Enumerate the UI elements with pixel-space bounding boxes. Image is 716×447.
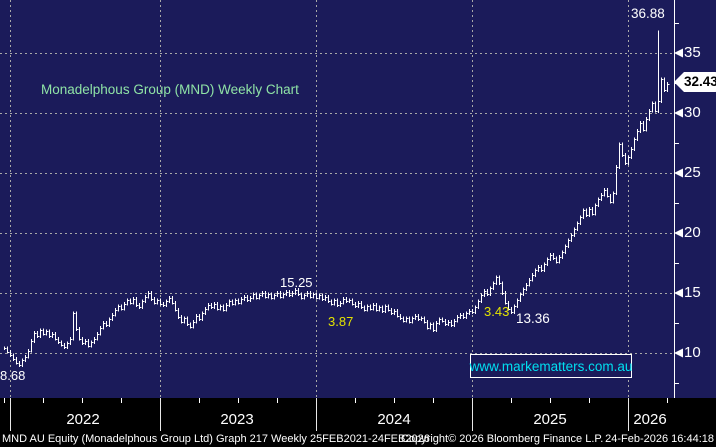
y-tick-arrow-icon [674,288,683,298]
last-price-tag: 32.43 [674,72,716,92]
fib-value-left-label: 3.87 [328,314,354,329]
y-tick-arrow-icon [674,228,683,238]
last-price-value: 32.43 [684,72,716,92]
footer-security-info: MND AU Equity (Monadelphous Group Ltd) G… [2,433,430,445]
year-label: 2023 [220,411,254,428]
x-quarter-tick [667,398,668,403]
year-label: 2026 [633,411,667,428]
footer-copyright: Copyright© 2026 Bloomberg Finance L.P. [401,433,604,445]
price-plot-area[interactable] [0,0,716,398]
y-axis-tick-label: 10 [684,344,701,361]
y-axis-tick-label: 20 [684,224,701,241]
period-high-label: 36.88 [631,6,665,21]
dip-2025-label: 13.36 [516,311,550,326]
x-quarter-tick [121,398,122,403]
close-ticks [4,79,670,366]
year-boundary-line [10,398,11,431]
period-low-label: 8.68 [0,368,26,383]
year-label: 2022 [66,411,100,428]
y-tick-arrow-icon [674,348,683,358]
x-quarter-tick [589,398,590,403]
x-quarter-tick [4,398,5,403]
chart-title: Monadelphous Group (MND) Weekly Chart [41,82,299,97]
x-quarter-tick [199,398,200,403]
price-tag-arrow-icon [674,72,684,92]
footer-datetime: 24-Feb-2026 16:44:18 [605,433,714,445]
x-quarter-tick [355,398,356,403]
y-tick-arrow-icon [674,48,683,58]
fib-value-right-label: 3.43 [484,304,510,319]
x-quarter-tick [277,398,278,403]
watermark-link-box[interactable]: www.markematters.com.au [470,354,632,378]
x-quarter-tick [394,398,395,403]
peak-2023-label: 15.25 [280,275,313,290]
y-tick-arrow-icon [674,108,683,118]
year-boundary-line [628,398,629,431]
y-axis-tick-label: 25 [684,164,701,181]
watermark-url[interactable]: www.markematters.com.au [469,358,633,374]
year-label: 2025 [533,411,567,428]
year-label: 2024 [377,411,411,428]
x-quarter-tick [433,398,434,403]
x-quarter-tick [511,398,512,403]
year-boundary-line [316,398,317,431]
y-tick-arrow-icon [674,168,683,178]
x-axis-band: MND AU Equity (Monadelphous Group Ltd) G… [0,398,716,447]
x-quarter-tick [43,398,44,403]
year-boundary-line [160,398,161,431]
x-quarter-tick [82,398,83,403]
y-axis-tick-label: 15 [684,284,701,301]
x-quarter-tick [238,398,239,403]
y-axis-tick-label: 30 [684,104,701,121]
x-quarter-tick [550,398,551,403]
y-axis-tick-label: 35 [684,44,701,61]
year-boundary-line [472,398,473,431]
